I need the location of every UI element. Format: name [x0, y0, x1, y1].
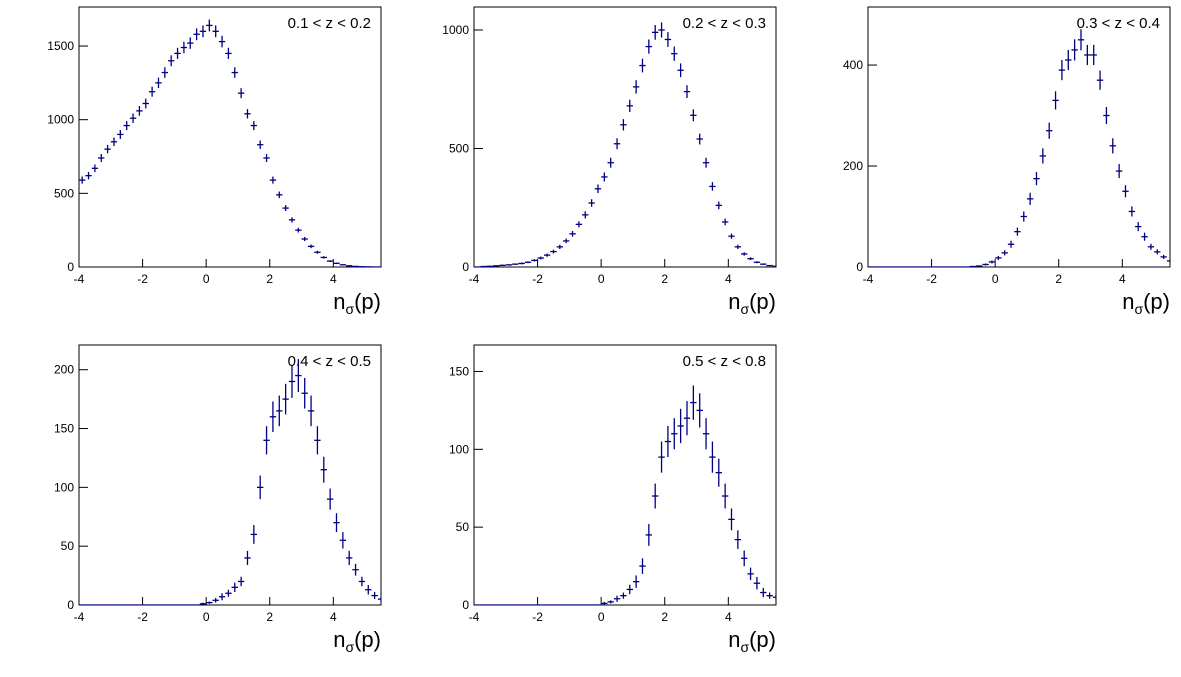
- x-tick-label: 4: [725, 272, 732, 286]
- x-label-sub: σ: [740, 301, 749, 317]
- x-tick-label: 4: [1119, 272, 1126, 286]
- x-tick-label: -4: [863, 272, 874, 286]
- annotation: 0.4 < z < 0.5: [288, 353, 371, 370]
- y-tick-label: 100: [54, 480, 74, 494]
- x-tick-label: 2: [266, 272, 273, 286]
- data-points: [79, 359, 381, 605]
- x-axis-label: nσ(p): [333, 627, 381, 655]
- x-tick-label: 4: [330, 610, 337, 624]
- frame: [473, 6, 777, 268]
- y-tick-label: 0: [856, 260, 863, 274]
- x-tick-label: 0: [598, 610, 605, 624]
- y-tick-label: 0: [462, 598, 469, 612]
- frame: [473, 344, 777, 606]
- annotation: 0.3 < z < 0.4: [1077, 15, 1160, 32]
- x-label-sub: σ: [345, 301, 354, 317]
- y-tick-label: 1500: [47, 39, 74, 53]
- x-label-part: (p): [749, 289, 776, 314]
- y-tick-label: 1000: [442, 23, 469, 37]
- x-tick-label: -2: [137, 272, 148, 286]
- y-tick-label: 0: [462, 260, 469, 274]
- annotation: 0.5 < z < 0.8: [683, 353, 766, 370]
- x-tick-label: -4: [469, 272, 480, 286]
- panel: -4 -2 0 2 4 0 500 1000 1500 0.1 < z < 0.2 nσ(p): [47, 6, 382, 317]
- panel: -4 -2 0 2 4 0 50 100 150 0.5 < z < 0.8 nσ(p): [449, 344, 777, 655]
- x-tick-label: 0: [203, 272, 210, 286]
- x-label-part: n: [1122, 289, 1134, 314]
- x-label-part: n: [728, 289, 740, 314]
- x-tick-label: -4: [74, 272, 85, 286]
- x-tick-label: 2: [661, 610, 668, 624]
- frame: [78, 344, 382, 606]
- y-tick-label: 50: [61, 539, 75, 553]
- x-tick-label: 0: [992, 272, 999, 286]
- frame: [867, 6, 1171, 268]
- x-label-sub: σ: [740, 639, 749, 655]
- y-tick-label: 1000: [47, 113, 74, 127]
- data-points: [474, 385, 776, 605]
- annotation: 0.1 < z < 0.2: [288, 15, 371, 32]
- x-label-sub: σ: [1134, 301, 1143, 317]
- x-tick-label: -2: [926, 272, 937, 286]
- y-tick-label: 100: [449, 442, 469, 456]
- x-tick-label: -4: [469, 610, 480, 624]
- x-tick-label: 0: [203, 610, 210, 624]
- data-points: [868, 29, 1170, 267]
- x-label-part: (p): [354, 289, 381, 314]
- x-axis-label: nσ(p): [1122, 289, 1170, 317]
- panel: -4 -2 0 2 4 0 50 100 150 200 0.4 < z < 0.5 nσ(p): [54, 344, 382, 655]
- data-points: [79, 19, 381, 267]
- y-tick-label: 50: [456, 520, 470, 534]
- x-axis-label: nσ(p): [728, 289, 776, 317]
- x-tick-label: 2: [266, 610, 273, 624]
- x-label-part: n: [333, 627, 345, 652]
- x-tick-label: 4: [330, 272, 337, 286]
- x-tick-label: -4: [74, 610, 85, 624]
- x-label-part: n: [333, 289, 345, 314]
- y-tick-label: 0: [67, 598, 74, 612]
- x-label-part: (p): [1143, 289, 1170, 314]
- y-tick-label: 200: [54, 363, 74, 377]
- y-tick-label: 500: [449, 141, 469, 155]
- x-axis-label: nσ(p): [333, 289, 381, 317]
- data-points: [474, 22, 776, 267]
- x-tick-label: 2: [661, 272, 668, 286]
- x-tick-label: -2: [532, 610, 543, 624]
- x-tick-label: 4: [725, 610, 732, 624]
- x-label-part: n: [728, 627, 740, 652]
- y-tick-label: 0: [67, 260, 74, 274]
- x-tick-label: -2: [532, 272, 543, 286]
- x-tick-label: 0: [598, 272, 605, 286]
- x-label-part: (p): [354, 627, 381, 652]
- x-label-part: (p): [749, 627, 776, 652]
- panel: -4 -2 0 2 4 0 500 1000 0.2 < z < 0.3 nσ(p): [442, 6, 777, 317]
- panel: -4 -2 0 2 4 0 200 400 0.3 < z < 0.4 nσ(p): [843, 6, 1171, 317]
- y-tick-label: 150: [54, 422, 74, 436]
- x-tick-label: -2: [137, 610, 148, 624]
- x-label-sub: σ: [345, 639, 354, 655]
- annotation: 0.2 < z < 0.3: [683, 15, 766, 32]
- y-tick-label: 200: [843, 159, 863, 173]
- x-axis-label: nσ(p): [728, 627, 776, 655]
- x-tick-label: 2: [1055, 272, 1062, 286]
- y-tick-label: 400: [843, 58, 863, 72]
- y-tick-label: 150: [449, 364, 469, 378]
- frame: [78, 6, 382, 268]
- y-tick-label: 500: [54, 186, 74, 200]
